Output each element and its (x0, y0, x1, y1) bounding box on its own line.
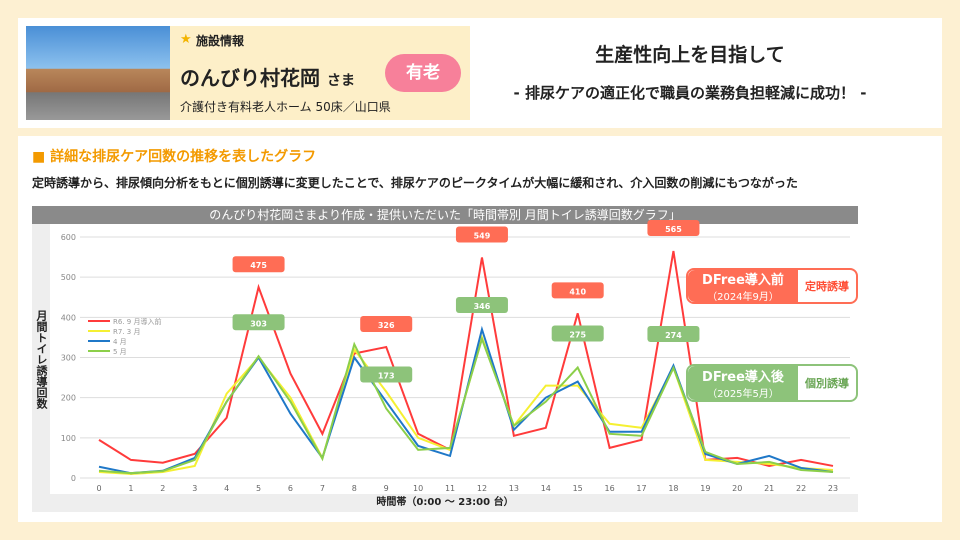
y-tick-label: 400 (61, 313, 76, 322)
data-label: 303 (250, 319, 267, 328)
data-label: 475 (250, 261, 267, 270)
callout-before-date: （2024年9月） (707, 292, 779, 303)
facility-section-label: 施設情報 (196, 34, 245, 48)
data-label-box (232, 256, 285, 273)
x-axis-label: 時間帯（0:00 ～ 23:00 台） (32, 494, 858, 512)
callout-after-note: 個別誘導 (805, 377, 849, 390)
headline-subtitle: - 排尿ケアの適正化で職員の業務負担軽減に成功！ - (513, 84, 867, 102)
facility-name: のんびり村花岡 さま (180, 62, 355, 91)
honorific: さま (326, 73, 355, 89)
data-label-box (455, 297, 508, 314)
x-tick-label: 16 (605, 484, 615, 493)
x-tick-label: 6 (288, 484, 293, 493)
section-description: 定時誘導から、排尿傾向分析をもとに個別誘導に変更したことで、排尿ケアのピークタイ… (32, 176, 798, 190)
x-tick-label: 3 (192, 484, 197, 493)
series-line-3 (98, 335, 834, 475)
x-tick-label: 1 (128, 484, 133, 493)
x-tick-label: 7 (320, 484, 325, 493)
data-label: 275 (569, 331, 586, 340)
x-tick-label: 4 (224, 484, 229, 493)
legend-label: 5 月 (113, 348, 127, 356)
section-title: ■ 詳細な排尿ケア回数の推移を表したグラフ (32, 149, 317, 165)
data-label-box (551, 325, 604, 342)
y-tick-label: 0 (71, 474, 76, 483)
y-tick-label: 300 (61, 354, 76, 363)
x-tick-label: 0 (96, 484, 101, 493)
data-label: 565 (665, 225, 682, 234)
callout-after-title: DFree導入後 (702, 370, 784, 385)
data-label-box (647, 325, 700, 342)
y-tick-label: 500 (61, 273, 76, 282)
callout-before-title: DFree導入前 (702, 273, 784, 288)
data-label: 549 (474, 231, 491, 240)
y-axis-label: 月間トイレ誘導回数 (32, 224, 50, 494)
x-tick-label: 13 (509, 484, 519, 493)
data-label: 410 (569, 287, 586, 296)
facility-name-text: のんびり村花岡 (180, 66, 320, 90)
data-label-box (551, 282, 604, 299)
x-tick-label: 23 (828, 484, 838, 493)
legend-label: R7. 3 月 (113, 328, 140, 336)
x-tick-label: 9 (384, 484, 389, 493)
callout-before: DFree導入前 （2024年9月） 定時誘導 (686, 268, 858, 304)
y-tick-label: 100 (61, 434, 76, 443)
data-label: 326 (378, 321, 395, 330)
legend-label: R6. 9 月導入前 (113, 317, 161, 326)
y-tick-label: 200 (61, 394, 76, 403)
data-label-box (647, 220, 700, 237)
x-tick-label: 15 (573, 484, 583, 493)
legend-label: 4 月 (113, 338, 127, 346)
x-tick-label: 14 (541, 484, 551, 493)
x-tick-label: 11 (445, 484, 455, 493)
chart-title: のんびり村花岡さまより作成・提供いただいた「時間帯別 月間トイレ誘導回数グラフ」 (32, 206, 858, 224)
star-icon: ★ (180, 32, 192, 47)
data-label: 346 (474, 302, 491, 311)
data-label-box (360, 366, 413, 383)
callout-after: DFree導入後 （2025年5月） 個別誘導 (686, 364, 858, 402)
y-tick-label: 600 (61, 233, 76, 242)
x-tick-label: 17 (636, 484, 646, 493)
facility-photo (26, 26, 170, 120)
facility-info: ★ 施設情報 のんびり村花岡 さま 有老 介護付き有料老人ホーム 50床／山口県 (170, 26, 470, 120)
data-label-box (360, 316, 413, 333)
callout-before-note: 定時誘導 (805, 280, 849, 293)
data-label: 173 (378, 372, 395, 381)
x-tick-label: 8 (352, 484, 357, 493)
x-tick-label: 20 (732, 484, 742, 493)
callout-after-date: （2025年5月） (707, 389, 779, 400)
headline-title: 生産性向上を目指して (595, 44, 785, 66)
x-tick-label: 19 (700, 484, 710, 493)
data-label-box (232, 314, 285, 331)
facility-type-badge: 有老 (385, 54, 461, 92)
facility-description: 介護付き有料老人ホーム 50床／山口県 (180, 100, 391, 114)
x-tick-label: 21 (764, 484, 774, 493)
x-tick-label: 10 (413, 484, 423, 493)
x-tick-label: 12 (477, 484, 487, 493)
data-label-box (455, 226, 508, 243)
x-tick-label: 18 (668, 484, 678, 493)
x-tick-label: 2 (160, 484, 165, 493)
x-tick-label: 22 (796, 484, 806, 493)
plot-area (50, 226, 858, 494)
x-tick-label: 5 (256, 484, 261, 493)
data-label: 274 (665, 331, 682, 340)
facility-header: ★ 施設情報 のんびり村花岡 さま 有老 介護付き有料老人ホーム 50床／山口県… (18, 18, 942, 128)
